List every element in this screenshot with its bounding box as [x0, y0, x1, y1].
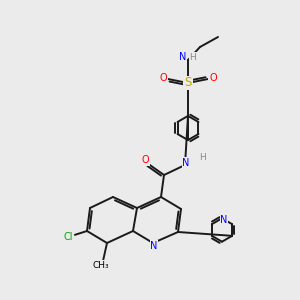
Text: H: H — [190, 52, 196, 62]
Text: CH₃: CH₃ — [93, 260, 109, 269]
Text: Cl: Cl — [64, 232, 73, 242]
Text: H: H — [199, 154, 206, 163]
Text: O: O — [159, 73, 167, 83]
Text: N: N — [150, 241, 158, 251]
Text: S: S — [184, 76, 192, 89]
Text: O: O — [141, 155, 149, 165]
Text: N: N — [220, 215, 228, 225]
Text: N: N — [182, 158, 190, 168]
Text: N: N — [179, 52, 187, 62]
Text: O: O — [209, 73, 217, 83]
